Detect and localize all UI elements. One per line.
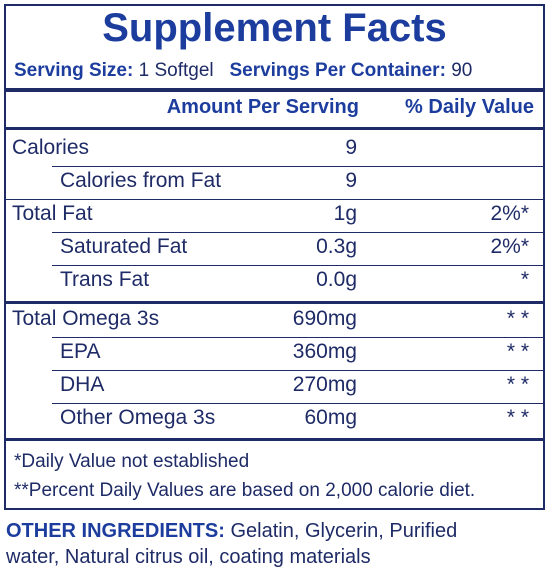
row-name: Total Omega 3s [12,307,160,330]
row-name: Saturated Fat [60,235,188,258]
row-amount: 9 [345,136,357,159]
footnote: *Daily Value not established [14,451,250,472]
row-amount: 1g [333,202,357,225]
ingredients-text: Gelatin, Glycerin, Purified [230,520,458,542]
row-amount: 360mg [292,340,357,363]
row-name: Total Fat [12,202,93,225]
label-border [4,4,545,510]
ingredients-text: water, Natural citrus oil, coating mater… [6,546,371,568]
row-amount: 9 [345,169,357,192]
row-rule [52,232,545,233]
footnote: **Percent Daily Values are based on 2,00… [14,480,476,501]
row-name: Calories [12,136,90,159]
row-daily-value: * * [506,373,529,396]
row-daily-value: 2%* [490,202,529,225]
column-header: Amount Per Serving [166,96,359,118]
row-daily-value: 2%* [490,235,529,258]
row-name: EPA [60,340,101,363]
serving-size: 1 Softgel [138,60,214,81]
row-daily-value: * * [506,406,529,429]
row-name: Calories from Fat [60,169,222,192]
row-amount: 690mg [292,307,357,330]
serving-size-label: Serving Size: [14,60,134,81]
ingredients: OTHER INGREDIENTS: Gelatin, Glycerin, Pu… [6,520,457,543]
column-header: % Daily Value [405,96,534,118]
row-daily-value: * * [506,307,529,330]
row-rule [52,403,545,404]
row-rule [52,265,545,266]
row-daily-value: * * [506,340,529,363]
row-rule [52,370,545,371]
row-rule [4,199,545,200]
serving-line: Serving Size: 1 Softgel Servings Per Con… [14,60,472,82]
row-amount: 0.3g [316,235,357,258]
title: Supplement Facts [102,6,447,50]
servings-label: Servings Per Container: [229,60,446,81]
row-rule [52,337,545,338]
ingredients-label: OTHER INGREDIENTS: [6,520,225,542]
row-amount: 270mg [292,373,357,396]
row-name: Trans Fat [60,268,150,291]
row-name: Other Omega 3s [60,406,216,429]
thick-rule [4,438,545,441]
thick-rule [4,301,545,304]
row-name: DHA [60,373,105,396]
row-amount: 60mg [304,406,357,429]
servings: 90 [451,60,473,81]
row-rule [52,166,545,167]
thick-rule [4,127,545,130]
row-amount: 0.0g [316,268,357,291]
thick-rule [4,88,545,92]
row-daily-value: * [520,268,529,291]
